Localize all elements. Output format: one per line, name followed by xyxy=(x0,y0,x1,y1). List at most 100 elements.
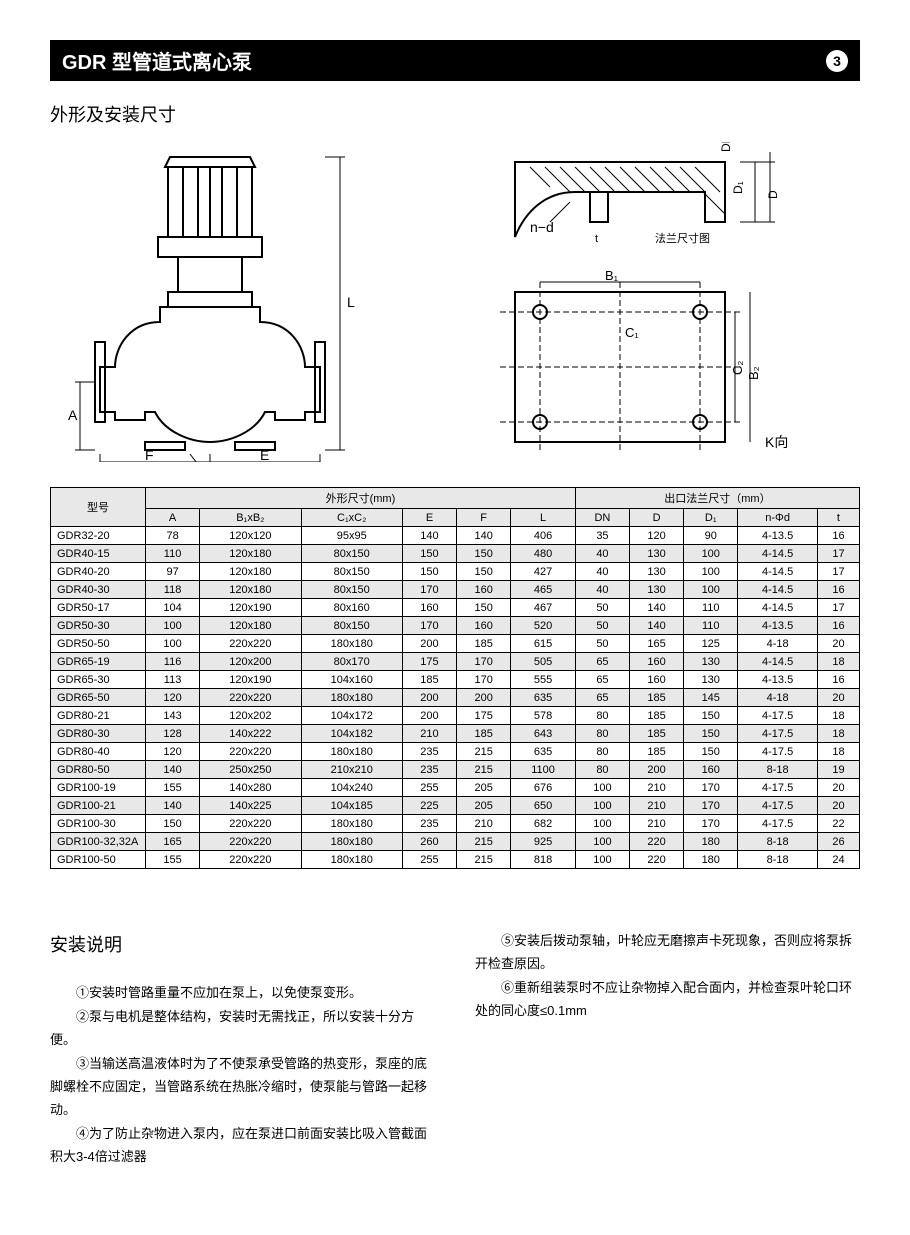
cell-value: 80x150 xyxy=(301,617,402,635)
cell-value: 80 xyxy=(575,761,629,779)
cell-value: 4-17.5 xyxy=(738,707,818,725)
cell-value: 255 xyxy=(402,779,456,797)
cell-value: 467 xyxy=(511,599,576,617)
cell-value: 4-14.5 xyxy=(738,653,818,671)
cell-value: 185 xyxy=(630,689,684,707)
table-row: GDR80-40120220x220180x180235215635801851… xyxy=(51,743,860,761)
header-title: GDR 型管道式离心泵 xyxy=(62,46,252,75)
cell-value: 643 xyxy=(511,725,576,743)
cell-value: 26 xyxy=(817,833,859,851)
table-row: GDR40-30118120x18080x1501701604654013010… xyxy=(51,581,860,599)
cell-value: 250x250 xyxy=(200,761,301,779)
cell-value: 17 xyxy=(817,599,859,617)
cell-value: 120 xyxy=(146,743,200,761)
table-row: GDR50-17104120x19080x1601601504675014011… xyxy=(51,599,860,617)
pump-diagram: L A F K E xyxy=(50,142,435,462)
cell-value: 20 xyxy=(817,779,859,797)
cell-value: 16 xyxy=(817,527,859,545)
table-row: GDR40-2097120x18080x15015015042740130100… xyxy=(51,563,860,581)
cell-value: 175 xyxy=(402,653,456,671)
cell-model: GDR80-21 xyxy=(51,707,146,725)
install-p3: ③当输送高温液体时为了不使泵承受管路的热变形，泵座的底脚螺栓不应固定，当管路系统… xyxy=(50,1052,435,1122)
cell-value: 150 xyxy=(684,707,738,725)
cell-value: 4-18 xyxy=(738,689,818,707)
cell-value: 180x180 xyxy=(301,743,402,761)
diagrams-row: L A F K E xyxy=(50,142,860,462)
cell-value: 22 xyxy=(817,815,859,833)
cell-value: 78 xyxy=(146,527,200,545)
cell-value: 65 xyxy=(575,653,629,671)
cell-value: 80 xyxy=(575,707,629,725)
cell-model: GDR65-19 xyxy=(51,653,146,671)
cell-value: 818 xyxy=(511,851,576,869)
cell-value: 16 xyxy=(817,617,859,635)
cell-value: 140 xyxy=(457,527,511,545)
table-row: GDR40-15110120x18080x1501501504804013010… xyxy=(51,545,860,563)
cell-model: GDR65-50 xyxy=(51,689,146,707)
cell-value: 180x180 xyxy=(301,635,402,653)
label-C2: C₂ xyxy=(730,361,745,375)
cell-value: 255 xyxy=(402,851,456,869)
cell-value: 120x180 xyxy=(200,563,301,581)
label-B2: B₂ xyxy=(746,366,761,380)
cell-value: 8-18 xyxy=(738,851,818,869)
cell-model: GDR100-50 xyxy=(51,851,146,869)
cell-value: 130 xyxy=(684,671,738,689)
cell-value: 406 xyxy=(511,527,576,545)
cell-value: 120x120 xyxy=(200,527,301,545)
cell-value: 4-17.5 xyxy=(738,743,818,761)
cell-value: 20 xyxy=(817,797,859,815)
cell-value: 120x190 xyxy=(200,671,301,689)
cell-value: 220x220 xyxy=(200,833,301,851)
cell-value: 235 xyxy=(402,761,456,779)
table-row: GDR100-19155140x280104x24025520567610021… xyxy=(51,779,860,797)
install-title: 安装说明 xyxy=(50,929,435,961)
cell-value: 120x200 xyxy=(200,653,301,671)
cell-value: 170 xyxy=(684,797,738,815)
th-col: D₁ xyxy=(684,509,738,527)
cell-value: 100 xyxy=(575,833,629,851)
cell-value: 140 xyxy=(146,761,200,779)
cell-value: 104x185 xyxy=(301,797,402,815)
cell-value: 19 xyxy=(817,761,859,779)
cell-value: 160 xyxy=(630,671,684,689)
cell-value: 635 xyxy=(511,743,576,761)
label-D: D xyxy=(766,190,780,199)
cell-value: 215 xyxy=(457,833,511,851)
cell-value: 215 xyxy=(457,743,511,761)
cell-value: 160 xyxy=(402,599,456,617)
cell-value: 185 xyxy=(457,725,511,743)
cell-value: 95x95 xyxy=(301,527,402,545)
page-number: 3 xyxy=(826,50,848,72)
table-row: GDR65-30113120x190104x160185170555651601… xyxy=(51,671,860,689)
label-L: L xyxy=(347,294,355,310)
cell-model: GDR50-50 xyxy=(51,635,146,653)
cell-value: 210 xyxy=(630,815,684,833)
cell-value: 80x150 xyxy=(301,563,402,581)
cell-value: 120x190 xyxy=(200,599,301,617)
cell-value: 116 xyxy=(146,653,200,671)
cell-value: 200 xyxy=(457,689,511,707)
th-col: F xyxy=(457,509,511,527)
install-p5: ⑤安装后拨动泵轴，叶轮应无磨擦声卡死现象，否则应将泵拆开检查原因。 xyxy=(475,929,860,976)
cell-value: 100 xyxy=(575,797,629,815)
cell-value: 578 xyxy=(511,707,576,725)
cell-value: 100 xyxy=(575,851,629,869)
cell-value: 130 xyxy=(684,653,738,671)
cell-value: 120 xyxy=(146,689,200,707)
table-row: GDR65-19116120x20080x1701751705056516013… xyxy=(51,653,860,671)
cell-value: 4-13.5 xyxy=(738,527,818,545)
install-p1: ①安装时管路重量不应加在泵上，以免使泵变形。 xyxy=(50,981,435,1004)
table-row: GDR100-30150220x220180x18023521068210021… xyxy=(51,815,860,833)
cell-value: 24 xyxy=(817,851,859,869)
cell-value: 100 xyxy=(684,545,738,563)
cell-value: 150 xyxy=(684,725,738,743)
th-model: 型号 xyxy=(51,488,146,527)
cell-value: 130 xyxy=(630,563,684,581)
label-Kdir: K向 xyxy=(765,434,788,450)
cell-value: 465 xyxy=(511,581,576,599)
install-col-right: ⑤安装后拨动泵轴，叶轮应无磨擦声卡死现象，否则应将泵拆开检查原因。 ⑥重新组装泵… xyxy=(475,929,860,1169)
label-DN: DN xyxy=(719,142,733,152)
install-p2: ②泵与电机是整体结构，安装时无需找正，所以安装十分方便。 xyxy=(50,1005,435,1052)
cell-value: 18 xyxy=(817,707,859,725)
